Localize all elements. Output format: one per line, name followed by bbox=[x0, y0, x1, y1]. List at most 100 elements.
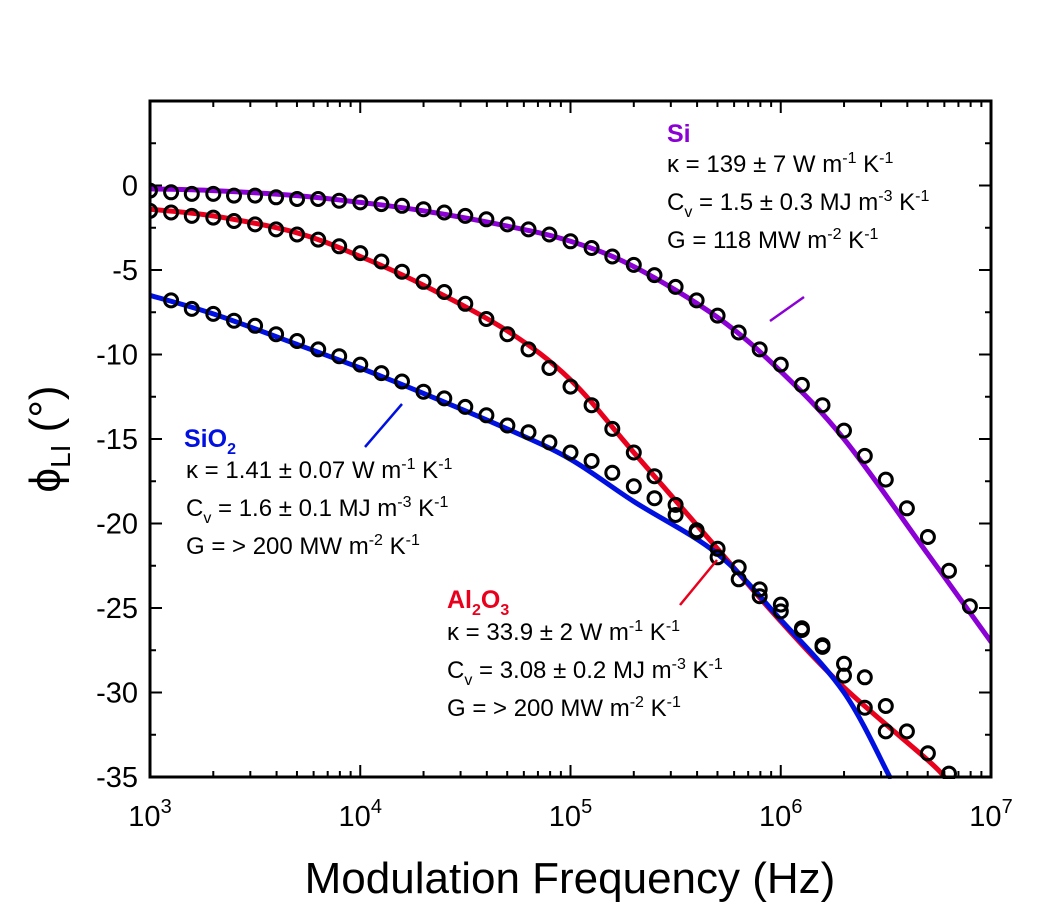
data-point-sio2 bbox=[289, 333, 306, 349]
data-point-sio2 bbox=[205, 305, 222, 322]
data-point-sio2 bbox=[352, 356, 369, 373]
data-point-al2o3 bbox=[541, 360, 558, 376]
data-point-si bbox=[709, 307, 726, 324]
data-point-al2o3 bbox=[941, 765, 957, 779]
data-point-si bbox=[730, 324, 747, 341]
x-tick-label: 104 bbox=[339, 796, 382, 833]
data-point-al2o3 bbox=[919, 745, 936, 762]
data-point-al2o3 bbox=[247, 216, 264, 233]
annotation-si-line: Cv = 1.5 ± 0.3 MJ m-3 K-1 bbox=[667, 188, 930, 221]
data-point-si bbox=[961, 598, 978, 615]
data-point-sio2 bbox=[856, 699, 873, 716]
data-points bbox=[150, 182, 978, 779]
data-point-al2o3 bbox=[226, 213, 242, 229]
annotation-al2o3-line: κ = 33.9 ± 2 W m-1 K-1 bbox=[447, 618, 680, 646]
data-point-si bbox=[373, 196, 390, 213]
y-tick-label: -20 bbox=[96, 509, 138, 541]
data-point-si bbox=[793, 376, 810, 393]
data-point-al2o3 bbox=[667, 496, 684, 513]
data-point-sio2 bbox=[310, 341, 327, 358]
label-al2o3: Al2O3 bbox=[447, 586, 509, 619]
data-point-sio2 bbox=[415, 383, 432, 400]
data-point-sio2 bbox=[583, 453, 600, 469]
data-point-si bbox=[163, 184, 180, 201]
annotation-al2o3-line: Cv = 3.08 ± 0.2 MJ m-3 K-1 bbox=[447, 656, 723, 689]
data-point-si bbox=[205, 185, 222, 202]
data-point-sio2 bbox=[226, 312, 242, 329]
data-point-al2o3 bbox=[436, 284, 453, 300]
data-point-si bbox=[394, 197, 410, 214]
annotation-sio2-line: κ = 1.41 ± 0.07 W m-1 K-1 bbox=[186, 456, 453, 484]
data-point-si bbox=[436, 204, 453, 221]
data-point-sio2 bbox=[793, 620, 810, 637]
data-point-al2o3 bbox=[520, 341, 537, 358]
data-point-si bbox=[541, 226, 558, 243]
data-point-si bbox=[877, 471, 894, 488]
data-point-al2o3 bbox=[205, 209, 222, 226]
data-point-sio2 bbox=[247, 317, 264, 334]
x-tick-label: 106 bbox=[759, 796, 802, 833]
data-point-sio2 bbox=[667, 507, 684, 523]
data-point-si bbox=[478, 211, 495, 228]
data-point-al2o3 bbox=[751, 588, 768, 605]
data-point-si bbox=[751, 341, 768, 358]
data-point-si bbox=[646, 267, 663, 284]
data-point-si bbox=[772, 356, 789, 373]
data-point-sio2 bbox=[646, 490, 663, 507]
data-point-al2o3 bbox=[478, 311, 495, 327]
data-point-sio2 bbox=[604, 464, 621, 481]
data-point-al2o3 bbox=[331, 238, 348, 255]
data-point-al2o3 bbox=[499, 326, 516, 343]
y-tick-label: -15 bbox=[96, 424, 138, 456]
data-point-al2o3 bbox=[772, 603, 789, 620]
annotation-sio2-line: Cv = 1.6 ± 0.1 MJ m-3 K-1 bbox=[186, 494, 449, 527]
data-point-sio2 bbox=[814, 638, 831, 655]
data-point-sio2 bbox=[562, 444, 579, 461]
data-point-si bbox=[667, 278, 684, 295]
y-tick-label: -10 bbox=[96, 340, 138, 372]
data-point-sio2 bbox=[436, 390, 453, 407]
data-point-sio2 bbox=[478, 407, 495, 424]
data-point-al2o3 bbox=[163, 204, 180, 221]
x-axis-title: Modulation Frequency (Hz) bbox=[305, 854, 836, 903]
data-point-al2o3 bbox=[373, 253, 390, 270]
label-sio2: SiO2 bbox=[184, 425, 236, 458]
data-point-sio2 bbox=[394, 373, 410, 390]
y-tick-label: -25 bbox=[96, 593, 138, 625]
data-point-si bbox=[688, 292, 705, 309]
annotation-al2o3-line: G = > 200 MW m-2 K-1 bbox=[447, 694, 681, 722]
data-point-si bbox=[499, 216, 516, 233]
x-tick-label: 107 bbox=[969, 796, 1012, 833]
data-point-sio2 bbox=[331, 348, 348, 365]
data-point-al2o3 bbox=[709, 549, 726, 566]
data-point-al2o3 bbox=[646, 468, 663, 485]
data-point-sio2 bbox=[457, 398, 474, 415]
y-tick-label: 0 bbox=[122, 171, 138, 203]
data-point-sio2 bbox=[877, 723, 894, 740]
data-point-si bbox=[520, 221, 537, 238]
data-point-si bbox=[604, 248, 621, 265]
data-point-al2o3 bbox=[856, 669, 873, 686]
data-point-al2o3 bbox=[625, 444, 642, 461]
data-point-al2o3 bbox=[898, 723, 915, 740]
x-tick-label: 103 bbox=[128, 796, 171, 833]
data-point-sio2 bbox=[268, 326, 285, 343]
data-point-al2o3 bbox=[352, 245, 369, 262]
annotation-sio2-line: G = > 200 MW m-2 K-1 bbox=[186, 532, 420, 560]
data-point-si bbox=[562, 233, 579, 250]
data-point-sio2 bbox=[541, 434, 558, 451]
data-point-si bbox=[814, 397, 831, 414]
plot-area bbox=[150, 182, 991, 779]
data-point-si bbox=[268, 189, 285, 206]
data-point-al2o3 bbox=[583, 397, 600, 414]
data-point-si bbox=[919, 529, 936, 545]
data-point-si bbox=[898, 500, 915, 517]
data-point-al2o3 bbox=[877, 698, 894, 714]
data-point-si bbox=[625, 256, 642, 273]
data-point-al2o3 bbox=[289, 226, 306, 243]
data-point-si bbox=[183, 185, 200, 202]
data-point-sio2 bbox=[688, 522, 705, 539]
data-point-al2o3 bbox=[562, 378, 579, 395]
data-point-al2o3 bbox=[457, 295, 474, 312]
